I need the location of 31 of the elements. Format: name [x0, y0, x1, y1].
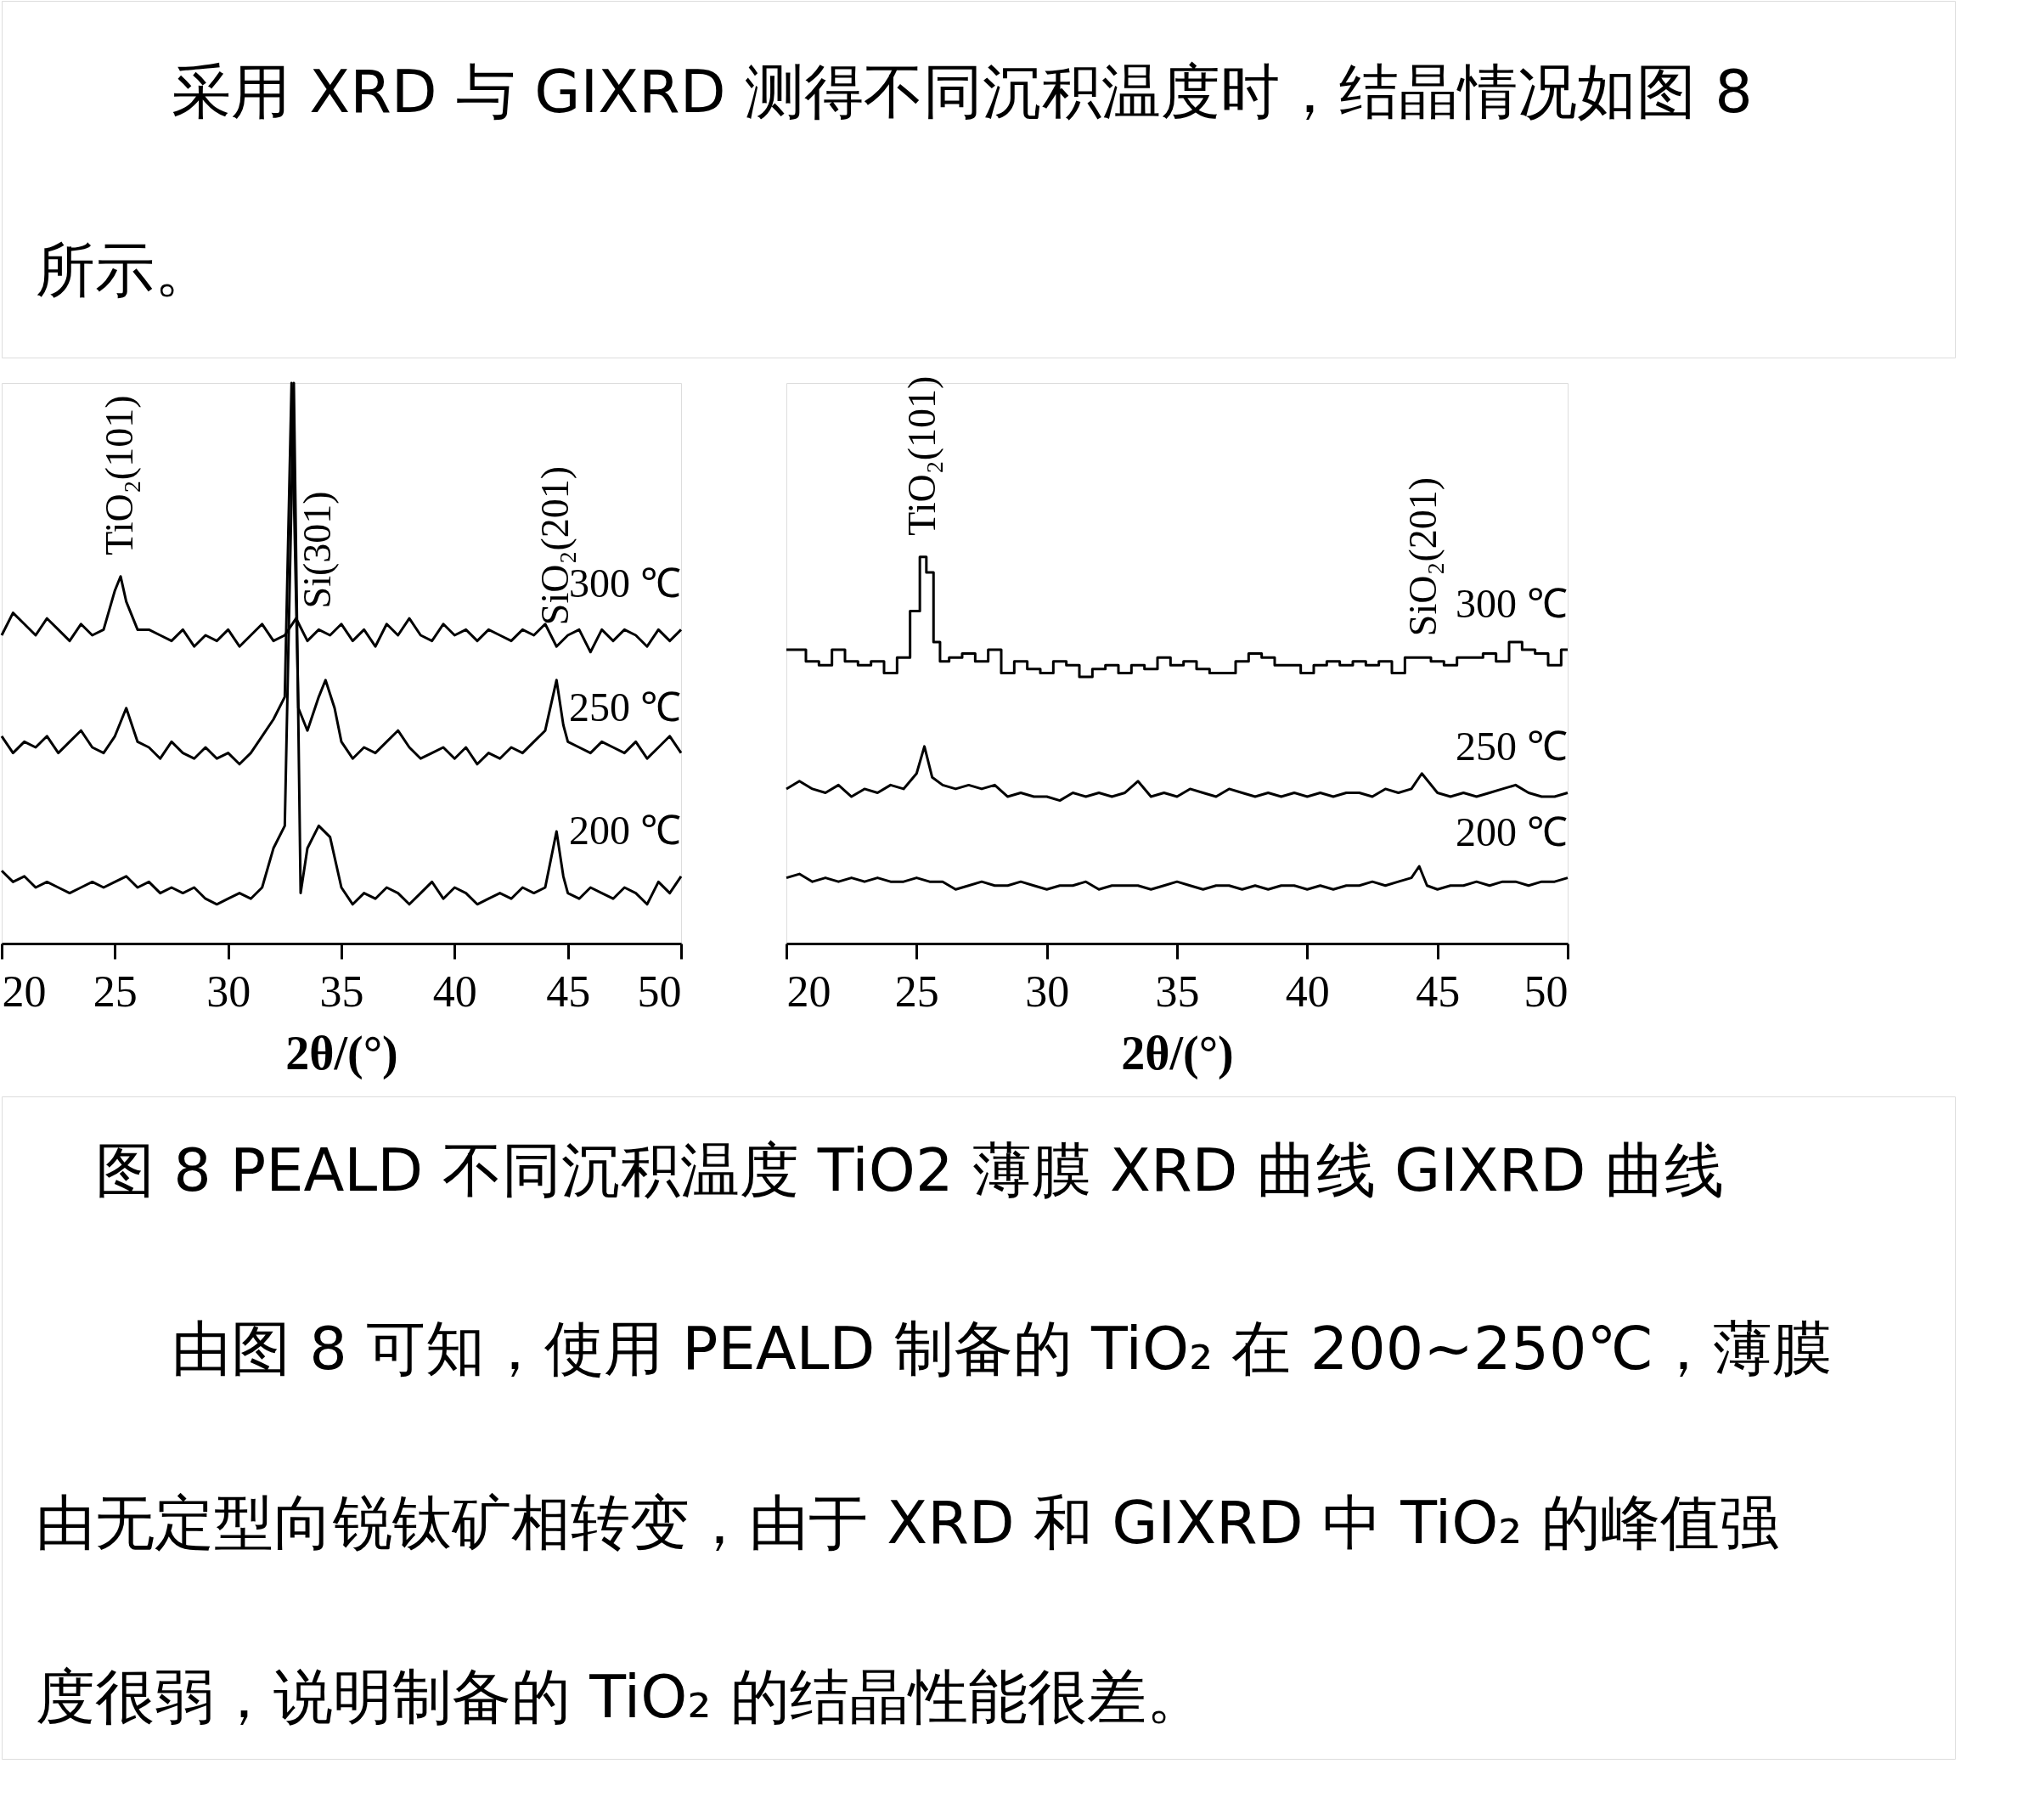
text: 由无定型向锐钛矿相转变，由于 XRD 和 GIXRD 中 TiO₂ 的峰值强 — [36, 1488, 1779, 1558]
caption: 图 8 PEALD 不同沉积温度 TiO2 薄膜 XRD 曲线 GIXRD 曲线 — [95, 1135, 1724, 1205]
x-tick-label: 40 — [432, 966, 477, 1016]
annotation: Si(301) — [296, 491, 340, 609]
x-tick-label: 35 — [1155, 966, 1200, 1016]
series-label: 250 ℃ — [569, 684, 681, 730]
text: 采用 XRD 与 GIXRD 测得不同沉积温度时，结晶情况如图 8 — [172, 57, 1753, 127]
text: 所示。 — [36, 235, 214, 305]
x-tick-label: 30 — [206, 966, 251, 1016]
series-label: 200 ℃ — [569, 807, 681, 853]
x-tick-label: 50 — [1524, 966, 1569, 1016]
x-tick-label: 20 — [786, 966, 831, 1016]
x-tick-label: 30 — [1025, 966, 1070, 1016]
x-tick-label: 20 — [2, 966, 47, 1016]
x-axis-title: 2θ/(°) — [285, 1026, 398, 1080]
series-label: 300 ℃ — [1456, 581, 1568, 627]
annotation: TiO₂(101) — [98, 395, 141, 555]
x-tick-label: 45 — [546, 966, 591, 1016]
x-tick-label: 25 — [894, 966, 939, 1016]
x-tick-label: 35 — [319, 966, 364, 1016]
x-tick-label: 50 — [637, 966, 682, 1016]
x-tick-label: 40 — [1285, 966, 1330, 1016]
x-axis-title: 2θ/(°) — [1121, 1026, 1234, 1080]
series-label: 250 ℃ — [1456, 724, 1568, 769]
annotation: SiO₂(201) — [1401, 476, 1445, 637]
series-label: 200 ℃ — [1456, 809, 1568, 854]
annotation: TiO₂(101) — [900, 375, 943, 536]
text: 度很弱，说明制备的 TiO₂ 的结晶性能很差。 — [36, 1662, 1206, 1732]
x-tick-label: 45 — [1416, 966, 1461, 1016]
x-tick-label: 25 — [93, 966, 138, 1016]
text: 由图 8 可知，使用 PEALD 制备的 TiO₂ 在 200~250℃，薄膜 — [172, 1314, 1833, 1383]
